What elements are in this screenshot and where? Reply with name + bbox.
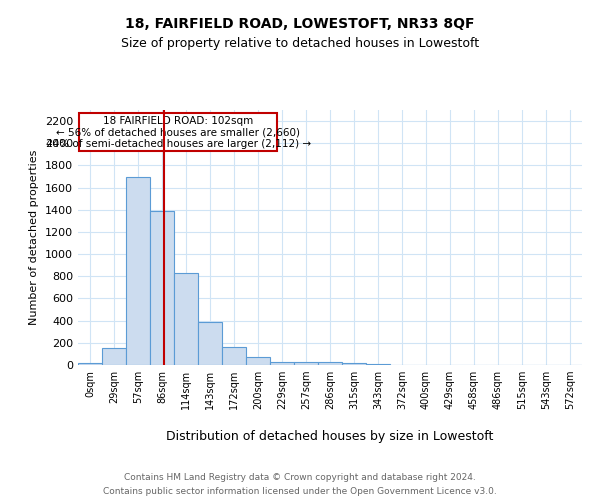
Text: Contains HM Land Registry data © Crown copyright and database right 2024.: Contains HM Land Registry data © Crown c… [124,472,476,482]
Text: Distribution of detached houses by size in Lowestoft: Distribution of detached houses by size … [166,430,494,443]
Bar [366,364,390,365]
Bar [246,357,270,365]
Bar [222,348,246,365]
Bar [150,211,174,365]
Bar [318,362,342,365]
Text: 18, FAIRFIELD ROAD, LOWESTOFT, NR33 8QF: 18, FAIRFIELD ROAD, LOWESTOFT, NR33 8QF [125,18,475,32]
Bar [78,363,102,365]
Bar [270,362,294,365]
Text: 18 FAIRFIELD ROAD: 102sqm
← 56% of detached houses are smaller (2,660)
44% of se: 18 FAIRFIELD ROAD: 102sqm ← 56% of detac… [46,116,311,149]
Bar [102,348,126,365]
FancyBboxPatch shape [79,114,277,151]
Bar [294,362,318,365]
Bar [198,322,222,365]
Bar [174,273,198,365]
Y-axis label: Number of detached properties: Number of detached properties [29,150,40,325]
Text: Contains public sector information licensed under the Open Government Licence v3: Contains public sector information licen… [103,488,497,496]
Text: Size of property relative to detached houses in Lowestoft: Size of property relative to detached ho… [121,38,479,51]
Bar [126,176,150,365]
Bar [342,364,366,365]
